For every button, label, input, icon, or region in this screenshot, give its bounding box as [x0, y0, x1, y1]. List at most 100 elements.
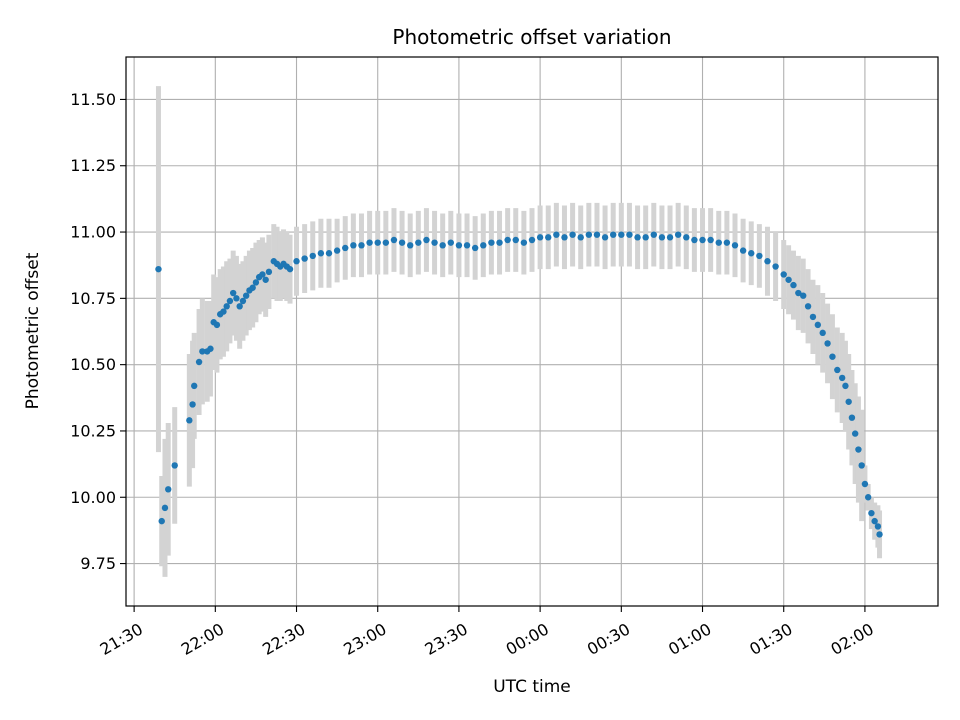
y-tick-label: 11.25 — [70, 156, 116, 175]
data-point — [545, 234, 552, 241]
y-tick-label: 11.00 — [70, 223, 116, 242]
data-point — [455, 242, 463, 249]
data-point — [800, 292, 807, 299]
data-point — [874, 523, 882, 530]
data-point — [593, 231, 601, 238]
data-point — [855, 446, 862, 453]
data-point — [528, 236, 536, 244]
data-point — [286, 265, 294, 273]
data-point — [186, 417, 193, 424]
y-tick-label: 10.50 — [70, 355, 116, 374]
data-point — [845, 398, 852, 405]
data-point — [626, 231, 633, 238]
data-point — [259, 271, 266, 278]
data-point — [317, 250, 325, 257]
data-point — [191, 382, 198, 390]
data-point — [861, 480, 869, 488]
data-point — [252, 279, 260, 286]
data-point — [553, 231, 560, 238]
data-point — [171, 462, 178, 469]
y-axis-label: Photometric offset — [23, 252, 43, 409]
data-point — [226, 297, 234, 305]
data-point — [666, 234, 674, 241]
data-point — [415, 239, 422, 246]
data-point — [739, 247, 747, 254]
data-point — [871, 517, 878, 525]
data-point — [155, 265, 162, 273]
data-point — [431, 239, 438, 246]
data-point — [213, 321, 221, 329]
data-point — [699, 236, 706, 244]
grid — [126, 57, 938, 606]
data-point — [731, 242, 739, 249]
data-point — [496, 239, 503, 246]
data-point — [691, 236, 698, 244]
data-point — [488, 239, 495, 246]
data-point — [293, 258, 300, 265]
y-tick-label: 10.00 — [70, 488, 116, 507]
data-point — [707, 236, 714, 244]
data-point — [785, 276, 792, 283]
data-point — [674, 231, 682, 238]
data-point — [634, 234, 641, 241]
plot-frame — [125, 56, 939, 607]
data-point — [829, 353, 836, 360]
data-point — [819, 329, 826, 337]
data-point — [876, 531, 883, 538]
data-point — [242, 292, 250, 299]
data-point — [842, 382, 849, 390]
data-point — [715, 239, 722, 246]
data-point — [220, 308, 227, 315]
data-point — [236, 303, 243, 310]
data-point — [577, 234, 584, 241]
data-point — [795, 289, 802, 297]
data-point — [610, 231, 617, 238]
data-point — [350, 242, 357, 249]
data-point — [790, 281, 797, 289]
data-point — [309, 252, 316, 260]
data-point — [382, 239, 390, 246]
data-point — [642, 234, 649, 241]
data-point — [618, 231, 625, 238]
data-point — [239, 297, 247, 305]
data-point — [249, 284, 256, 291]
data-point — [223, 303, 230, 310]
data-point — [480, 242, 487, 249]
data-point — [748, 250, 755, 257]
chart-title: Photometric offset variation — [392, 25, 671, 49]
data-point — [423, 236, 430, 244]
y-tick-label: 11.50 — [70, 90, 116, 109]
data-point — [561, 234, 568, 241]
data-point — [780, 271, 787, 278]
data-point — [447, 239, 454, 246]
data-point — [824, 340, 831, 347]
data-point — [536, 234, 544, 241]
data-points — [155, 231, 883, 538]
data-point — [601, 234, 609, 241]
data-point — [838, 374, 846, 382]
data-point — [512, 236, 519, 244]
data-point — [199, 348, 206, 355]
data-point — [520, 239, 528, 246]
data-point — [804, 303, 812, 310]
x-axis-label: UTC time — [493, 677, 571, 697]
data-point — [683, 234, 690, 241]
data-point — [814, 321, 822, 329]
data-point — [262, 276, 269, 283]
data-point — [809, 313, 817, 321]
data-point — [868, 509, 875, 517]
y-tick-label: 10.25 — [70, 421, 116, 440]
data-point — [463, 242, 471, 249]
data-point — [407, 242, 414, 249]
data-point — [189, 401, 196, 408]
data-point — [439, 242, 446, 249]
y-tick-label: 10.75 — [70, 289, 116, 308]
data-point — [851, 430, 859, 437]
data-point — [229, 289, 237, 297]
data-point — [390, 236, 398, 244]
data-point — [358, 242, 365, 249]
data-point — [650, 231, 657, 238]
data-point — [504, 236, 511, 244]
data-point — [374, 239, 381, 246]
